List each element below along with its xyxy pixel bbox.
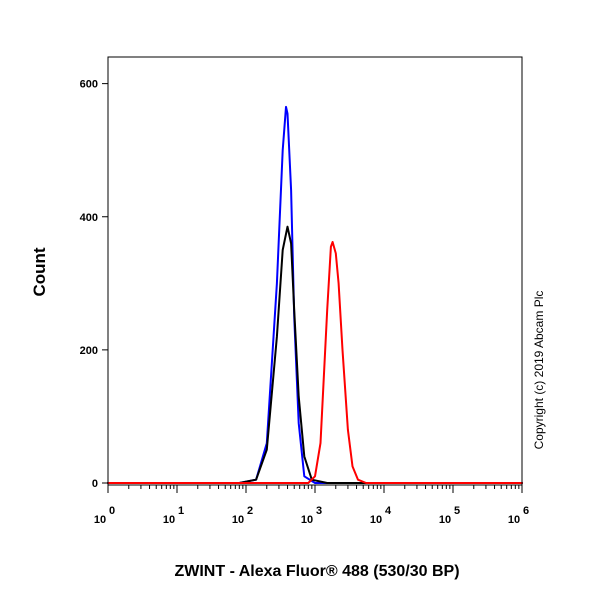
x-tick-label-1: 10 (163, 514, 175, 526)
series-line-2 (107, 241, 523, 484)
series-line-1 (107, 225, 523, 484)
y-axis-title: Count (30, 247, 49, 296)
y-tick-label-0: 0 (92, 478, 98, 490)
x-tick-label-0: 10 (94, 514, 106, 526)
y-tick-label-2: 400 (80, 212, 98, 224)
x-axis-title: ZWINT - Alexa Fluor® 488 (530/30 BP) (174, 563, 459, 580)
x-tick-exponent-4: 4 (385, 505, 392, 517)
y-ticks: 0 200 400 600 (80, 79, 108, 490)
plot-frame (107, 56, 523, 486)
x-tick-label-2: 10 (232, 514, 244, 526)
x-tick-exponent-0: 0 (109, 505, 115, 517)
x-minor-ticks (128, 485, 520, 489)
y-tick-label-1: 200 (80, 345, 98, 357)
series-layer (107, 105, 523, 484)
x-tick-exponent-6: 6 (523, 505, 529, 517)
x-tick-exponent-5: 5 (454, 505, 460, 517)
x-tick-exponent-3: 3 (316, 505, 322, 517)
x-tick-exponent-2: 2 (247, 505, 253, 517)
y-tick-label-3: 600 (80, 79, 98, 91)
copyright-text: Copyright (c) 2019 Abcam Plc (532, 291, 546, 450)
x-tick-label-5: 10 (439, 514, 451, 526)
x-tick-label-4: 10 (370, 514, 382, 526)
x-tick-label-3: 10 (301, 514, 313, 526)
x-tick-label-6: 10 (508, 514, 520, 526)
x-tick-exponent-1: 1 (178, 505, 184, 517)
series-line-0 (107, 105, 523, 484)
